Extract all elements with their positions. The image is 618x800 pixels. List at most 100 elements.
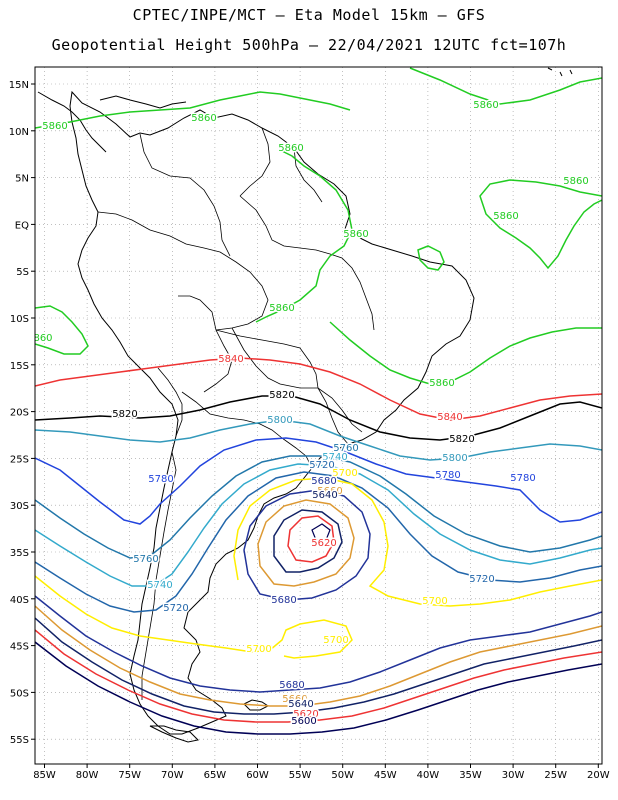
contour-label: 5640 xyxy=(312,490,337,501)
contour-label: 5820 xyxy=(112,409,137,420)
contour-5860-island xyxy=(417,245,445,271)
contour-label: 5780 xyxy=(510,473,535,484)
lat-label: 15S xyxy=(10,361,29,372)
contour-5700 xyxy=(35,575,353,659)
caribbean-islands xyxy=(541,67,573,77)
south-america-coastline xyxy=(69,90,475,735)
contour-label: 5680 xyxy=(279,680,304,691)
map-title-line-1: CPTEC/INPE/MCT – Eta Model 15km – GFS xyxy=(132,6,486,24)
contour-5820 xyxy=(35,395,602,441)
lon-label: 80W xyxy=(76,770,99,781)
contour-low-center xyxy=(311,523,331,541)
lat-label: 40S xyxy=(10,595,29,606)
lat-label: 45S xyxy=(10,642,29,653)
contour-lines xyxy=(35,67,602,735)
contour-label: 5700 xyxy=(246,644,271,655)
contour-label: 5700 xyxy=(323,635,348,646)
lat-label: EQ xyxy=(15,220,29,231)
contour-label: 5760 xyxy=(133,554,158,565)
contour-5860-south-atlantic xyxy=(329,321,602,385)
lon-label: 30W xyxy=(502,770,525,781)
contour-label: 5860 xyxy=(343,229,368,240)
lon-label: 25W xyxy=(544,770,567,781)
contour-label: 5860 xyxy=(191,113,216,124)
contour-5660-ring xyxy=(257,499,355,587)
contour-5600 xyxy=(35,641,602,735)
contour-label: 5860 xyxy=(563,176,588,187)
lat-label: 15N xyxy=(9,80,29,91)
lat-label: 55S xyxy=(10,735,29,746)
contour-label: 5740 xyxy=(322,452,347,463)
lat-label: 10N xyxy=(9,127,29,138)
contour-5640 xyxy=(35,617,602,715)
lat-label: 35S xyxy=(10,548,29,559)
lat-label: 25S xyxy=(10,454,29,465)
contour-label: 5680 xyxy=(311,476,336,487)
lon-label: 85W xyxy=(33,770,56,781)
contour-label: 5640 xyxy=(288,699,313,710)
contour-5840 xyxy=(35,357,602,421)
contour-label: 5700 xyxy=(422,596,447,607)
contour-5860-north xyxy=(35,91,351,129)
caribbean-coast xyxy=(99,95,187,109)
contour-label: 5660 xyxy=(282,694,307,705)
contour-5860-atlantic-north xyxy=(409,67,602,105)
lon-label: 65W xyxy=(204,770,227,781)
contour-label: 5720 xyxy=(309,460,334,471)
contour-label: 5860 xyxy=(429,378,454,389)
contour-5720 xyxy=(35,471,602,613)
contour-5860-brazil xyxy=(255,149,353,323)
contour-5860-pacific xyxy=(35,305,89,355)
lon-label: 70W xyxy=(161,770,184,781)
lat-label: 20S xyxy=(10,408,29,419)
lon-label: 35W xyxy=(459,770,482,781)
contour-label: 5720 xyxy=(469,574,494,585)
contour-5660 xyxy=(35,605,602,707)
contour-5780 xyxy=(35,437,602,525)
contour-label: 5740 xyxy=(147,580,172,591)
contour-label: 5860 xyxy=(278,143,303,154)
contour-5860-atlantic-east xyxy=(479,179,602,270)
contour-label: 5840 xyxy=(218,354,243,365)
contour-label: 5600 xyxy=(291,716,316,727)
contour-label: 860 xyxy=(33,333,52,344)
contour-5620 xyxy=(35,629,602,723)
lat-label: 50S xyxy=(10,688,29,699)
map-frame xyxy=(34,66,603,765)
contour-label: 5680 xyxy=(271,595,296,606)
contour-label: 5760 xyxy=(333,443,358,454)
contour-5680 xyxy=(35,595,602,693)
contour-label: 5800 xyxy=(442,453,467,464)
map-title-line-2: Geopotential Height 500hPa – 22/04/2021 … xyxy=(51,36,567,54)
contour-label: 5620 xyxy=(311,538,336,549)
tierra-del-fuego xyxy=(149,725,200,743)
lon-label: 75W xyxy=(118,770,141,781)
lon-label: 50W xyxy=(331,770,354,781)
contour-5700-ring xyxy=(233,477,602,607)
lon-label: 60W xyxy=(246,770,269,781)
lat-label: 5S xyxy=(16,267,29,278)
contour-label: 5620 xyxy=(293,709,318,720)
axis-labels: 85W 80W 75W 70W 65W 60W 55W 50W 45W 40W 35W 30W 25W 2… xyxy=(9,80,610,781)
contour-5680-ring xyxy=(243,489,371,601)
contour-label: 5820 xyxy=(269,390,294,401)
contour-5620-ring xyxy=(287,515,335,563)
contour-labels: 5860 5860 5860 5860 5860 5860 5860 5860 860 5860 5… xyxy=(33,99,590,729)
lat-label: 5N xyxy=(15,174,29,185)
contour-5800 xyxy=(35,419,602,461)
contour-label: 5660 xyxy=(317,486,342,497)
contour-label: 5700 xyxy=(332,468,357,479)
contour-5640-ring xyxy=(273,509,343,573)
contour-label: 5800 xyxy=(267,415,292,426)
contour-label: 5840 xyxy=(437,412,462,423)
lat-label: 30S xyxy=(10,501,29,512)
lon-label: 45W xyxy=(374,770,397,781)
contour-label: 5720 xyxy=(163,603,188,614)
contour-label: 5860 xyxy=(493,211,518,222)
lat-label: 10S xyxy=(10,314,29,325)
lon-label: 40W xyxy=(417,770,440,781)
contour-5740 xyxy=(35,463,602,587)
contour-label: 5860 xyxy=(269,303,294,314)
lon-label: 20W xyxy=(587,770,610,781)
